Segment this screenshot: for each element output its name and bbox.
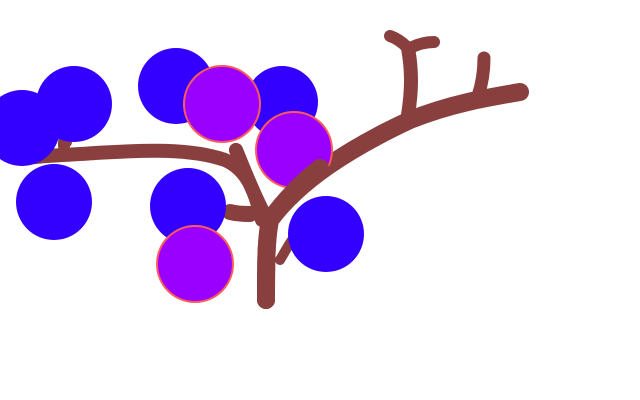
berry-blue [150,168,226,244]
twig-fork-right [404,36,440,54]
center-stem-front [229,143,269,217]
berry-blue [16,164,92,240]
berry-purple [156,225,234,303]
upper-twig [401,41,418,122]
berry-blue [36,66,112,142]
berries [0,48,364,303]
right-twig [471,51,491,103]
middle-stub [222,204,258,222]
berry-purple [183,65,261,143]
branch-foreground [229,143,329,309]
berry-blue [288,196,364,272]
trunk-front [257,159,329,309]
